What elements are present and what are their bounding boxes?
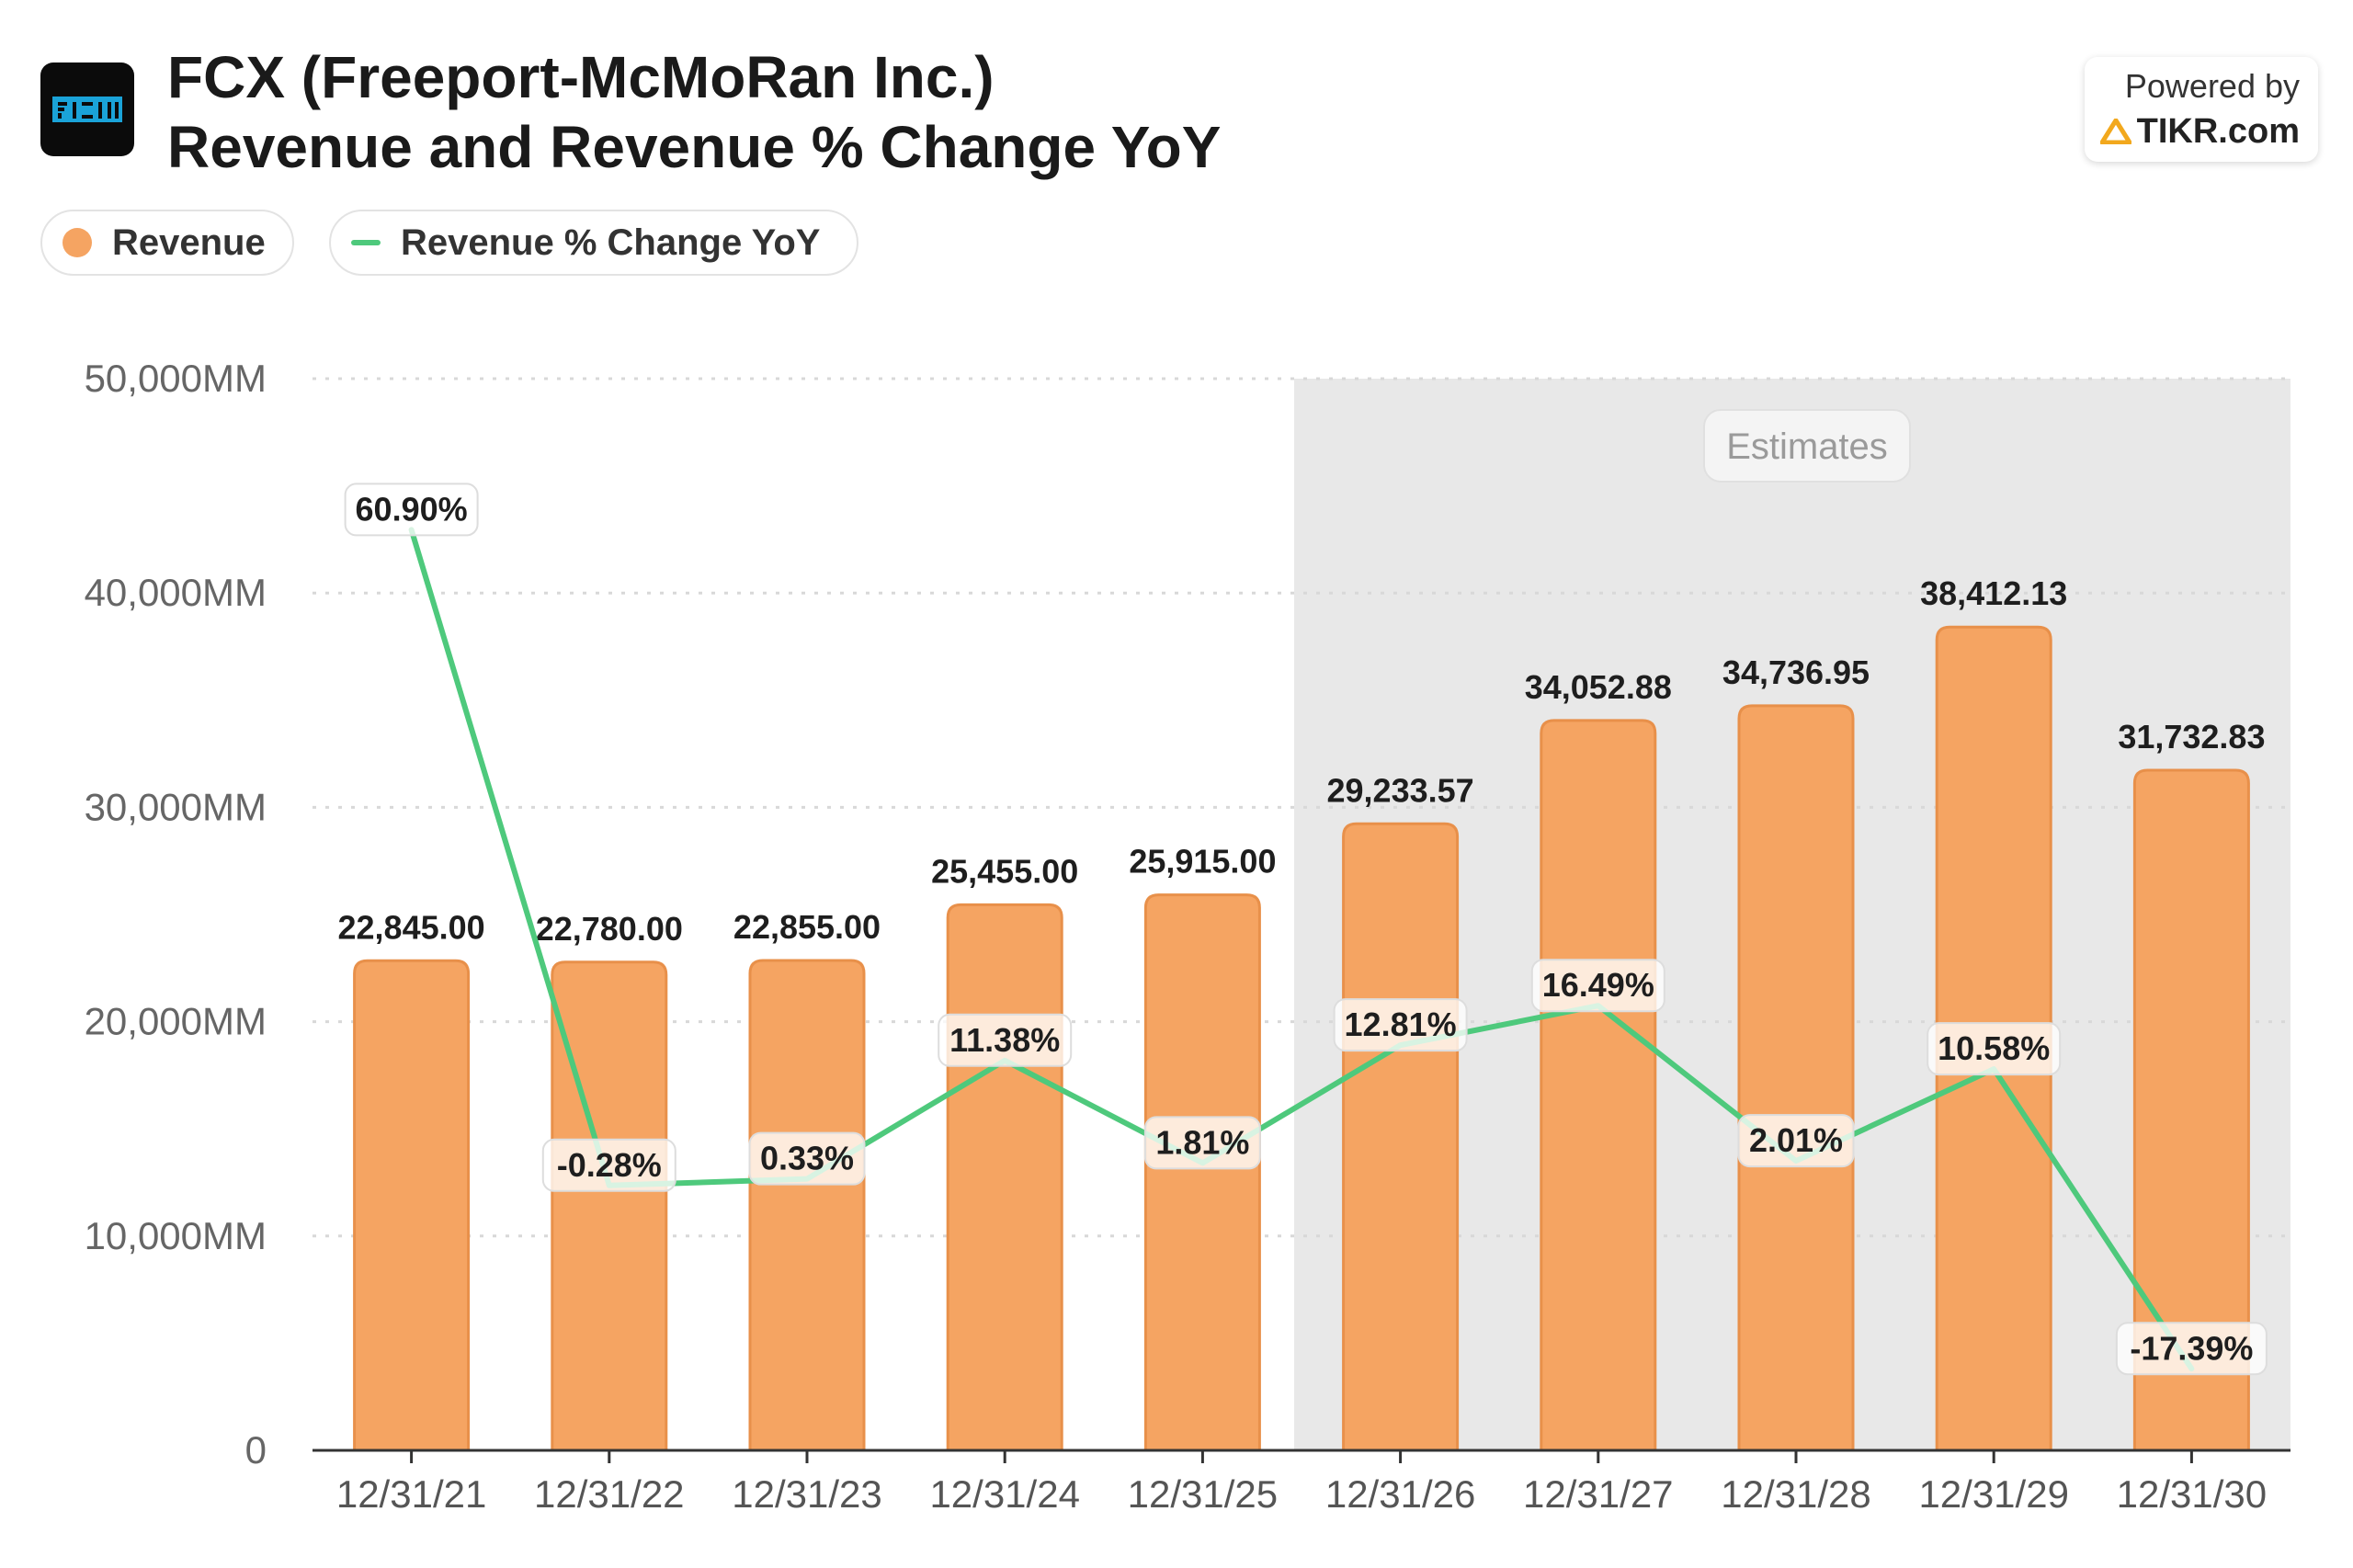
yoy-label-box [938, 1013, 1073, 1067]
y-tick-label: 20,000MM [85, 1000, 267, 1043]
bar-value-label: 22,845.00 [338, 908, 485, 946]
tikr-brand-label: TIKR.com [2136, 112, 2300, 151]
bar-value-label: 22,780.00 [536, 910, 683, 948]
y-tick-label: 10,000MM [85, 1214, 267, 1257]
estimates-label: Estimates [1726, 426, 1888, 467]
line-swatch-icon [351, 240, 381, 245]
x-tick-label: 12/31/25 [1128, 1472, 1279, 1516]
revenue-dot-icon [63, 228, 92, 257]
legend-revenue-label: Revenue [112, 222, 266, 263]
company-logo [40, 62, 134, 156]
x-tick-label: 12/31/22 [534, 1472, 685, 1516]
yoy-value-label: 11.38% [949, 1021, 1060, 1059]
yoy-label-box [344, 483, 479, 537]
y-tick-label: 50,000MM [85, 357, 267, 400]
bar-value-label: 25,915.00 [1129, 843, 1276, 881]
yoy-value-label: -17.39% [2130, 1329, 2253, 1367]
x-tick-label: 12/31/26 [1325, 1472, 1476, 1516]
bar-value-label: 38,412.13 [1920, 574, 2067, 612]
yoy-line [408, 527, 2195, 1372]
x-tick-label: 12/31/24 [929, 1472, 1080, 1516]
y-tick-label: 30,000MM [85, 785, 267, 828]
revenue-bar [551, 960, 668, 1452]
yoy-value-label: 1.81% [1155, 1123, 1249, 1161]
tikr-brand: TIKR.com [2085, 108, 2300, 154]
yoy-value-label: 12.81% [1345, 1006, 1457, 1043]
estimates-badge [1703, 409, 1911, 483]
yoy-label-box [541, 1138, 676, 1192]
yoy-label-box [2115, 1322, 2268, 1376]
yoy-value-label: 0.33% [760, 1140, 854, 1177]
yoy-value-label: 2.01% [1749, 1121, 1843, 1159]
yoy-value-label: -0.28% [557, 1146, 662, 1184]
powered-by-badge[interactable]: Powered by TIKR.com [2085, 57, 2318, 162]
x-tick-label: 12/31/27 [1523, 1472, 1674, 1516]
x-tick-label: 12/31/23 [732, 1472, 882, 1516]
bar-value-label: 25,455.00 [931, 852, 1078, 890]
bar-value-label: 29,233.57 [1327, 771, 1474, 809]
yoy-label-box [748, 1131, 866, 1186]
legend-item-yoy[interactable]: Revenue % Change YoY [329, 210, 858, 276]
tikr-triangle-icon [2099, 119, 2131, 144]
yoy-value-label: 16.49% [1542, 966, 1654, 1004]
revenue-bar [353, 959, 471, 1452]
revenue-bar [1540, 719, 1657, 1452]
freeport-mcmoran-logo-icon [52, 97, 122, 122]
y-tick-label: 40,000MM [85, 571, 267, 614]
chart-title-line1: FCX (Freeport-McMoRan Inc.) [167, 44, 995, 110]
y-tick-label: 0 [245, 1428, 267, 1471]
bar-value-label: 22,855.00 [733, 908, 881, 946]
yoy-value-label: 60.90% [356, 490, 468, 528]
legend-item-revenue[interactable]: Revenue [40, 210, 294, 276]
yoy-label-box [1927, 1022, 2062, 1076]
bar-value-label: 34,052.88 [1525, 668, 1672, 706]
chart-title-line2: Revenue and Revenue % Change YoY [167, 114, 1222, 180]
x-tick-label: 12/31/28 [1721, 1472, 1871, 1516]
revenue-bar [946, 903, 1063, 1452]
revenue-bar [1342, 822, 1460, 1452]
yoy-label-box [1143, 1116, 1261, 1170]
revenue-bar [2132, 768, 2250, 1452]
legend-yoy-label: Revenue % Change YoY [401, 222, 821, 263]
revenue-bar [1737, 704, 1855, 1452]
revenue-bar [748, 959, 866, 1452]
revenue-bar [1143, 893, 1261, 1452]
yoy-label-box [1530, 959, 1665, 1013]
bar-value-label: 31,732.83 [2118, 718, 2265, 756]
yoy-label-box [1333, 998, 1468, 1052]
x-tick-label: 12/31/30 [2117, 1472, 2268, 1516]
x-tick-label: 12/31/21 [336, 1472, 487, 1516]
yoy-value-label: 10.58% [1938, 1029, 2050, 1067]
bar-value-label: 34,736.95 [1722, 653, 1870, 691]
x-tick-label: 12/31/29 [1918, 1472, 2069, 1516]
yoy-label-box [1737, 1114, 1855, 1168]
powered-by-text: Powered by [2124, 67, 2300, 105]
chart-title: FCX (Freeport-McMoRan Inc.) Revenue and … [167, 42, 1221, 182]
